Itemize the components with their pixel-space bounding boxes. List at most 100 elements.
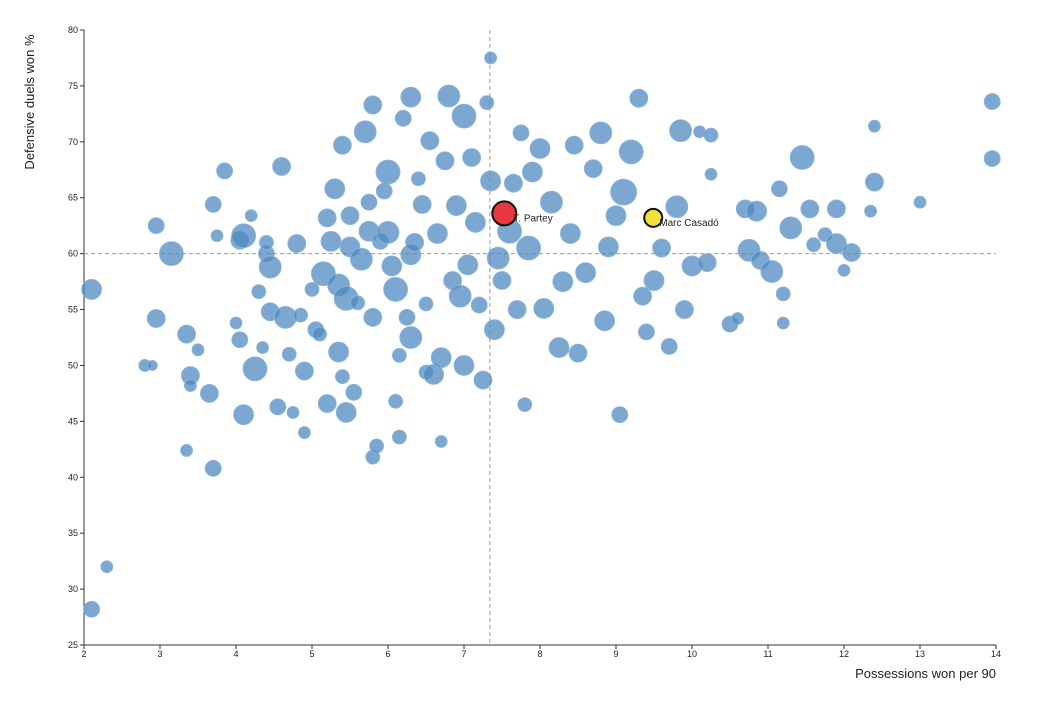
bubble: [504, 173, 523, 193]
bubble: [864, 204, 877, 218]
bubble: [180, 444, 194, 457]
bubble: [451, 103, 477, 129]
x-tick-label: 7: [461, 649, 466, 659]
y-tick-label: 60: [68, 249, 78, 259]
x-tick-label: 14: [991, 649, 1001, 659]
bubble: [273, 305, 297, 329]
x-tick-label: 6: [385, 649, 390, 659]
bubble: [324, 178, 346, 200]
bubble: [147, 217, 165, 235]
x-tick-label: 9: [613, 649, 618, 659]
bubble: [204, 196, 222, 213]
y-axis-label: Defensive duels won %: [22, 34, 37, 170]
bubble: [83, 600, 100, 618]
bubble: [633, 286, 652, 306]
bubble: [410, 171, 426, 187]
bubble: [231, 331, 249, 349]
bubble: [731, 312, 744, 325]
bubble: [376, 220, 400, 244]
bubble: [383, 277, 409, 302]
bubble: [146, 309, 166, 328]
bubble: [381, 255, 403, 277]
bubble: [760, 260, 784, 283]
bubble: [231, 223, 257, 249]
bubble: [704, 167, 718, 181]
bubble: [420, 131, 440, 151]
bubble: [334, 369, 350, 385]
bubble: [516, 235, 541, 261]
bubble: [611, 406, 629, 424]
bubble: [789, 145, 815, 170]
bubble: [256, 341, 270, 354]
bubble: [435, 151, 455, 171]
bubble: [369, 438, 385, 454]
bubble: [983, 93, 1001, 110]
bubble: [629, 88, 649, 108]
bubble: [210, 229, 224, 243]
bubble: [464, 211, 486, 233]
bubble: [643, 270, 665, 291]
bubble: [865, 172, 884, 192]
bubble: [242, 356, 268, 382]
bubble: [522, 161, 543, 183]
bubble: [448, 284, 472, 308]
bubble: [251, 284, 267, 300]
y-tick-label: 55: [68, 305, 78, 315]
bubble: [517, 397, 533, 412]
bubble: [418, 296, 434, 312]
bubble: [233, 404, 255, 426]
bubble: [610, 178, 637, 206]
bubble: [462, 148, 482, 167]
y-tick-label: 65: [68, 193, 78, 203]
x-tick-label: 11: [763, 649, 772, 659]
x-tick-label: 12: [839, 649, 849, 659]
bubble: [652, 238, 671, 258]
x-tick-label: 8: [537, 649, 542, 659]
bubble: [430, 347, 452, 369]
bubble: [320, 230, 342, 252]
bubble: [394, 109, 412, 127]
bubble: [665, 195, 689, 219]
y-tick-label: 35: [68, 528, 78, 538]
bubble: [594, 310, 615, 332]
y-tick-label: 25: [68, 640, 78, 650]
bubble: [868, 119, 881, 133]
bubble: [388, 393, 404, 409]
bubble: [589, 121, 613, 145]
bubble: [480, 170, 502, 192]
bubble: [675, 300, 694, 319]
x-tick-label: 5: [309, 649, 314, 659]
bubble: [806, 237, 821, 253]
bubble: [312, 326, 328, 342]
y-tick-label: 50: [68, 360, 78, 370]
bubble: [575, 262, 596, 284]
bubble: [340, 206, 360, 226]
highlight-label: Marc Casadó: [659, 218, 719, 229]
bubble: [533, 298, 555, 319]
bubble: [484, 51, 498, 65]
y-tick-label: 75: [68, 81, 78, 91]
bubble: [191, 343, 205, 357]
bubble: [272, 157, 292, 176]
bubble: [360, 193, 378, 211]
bubble: [199, 384, 219, 403]
highlight-label: T. Partey: [513, 213, 552, 224]
bubble: [445, 195, 467, 216]
bubble: [507, 300, 527, 319]
bubble: [400, 86, 422, 108]
y-tick-label: 70: [68, 137, 78, 147]
bubble: [660, 338, 678, 355]
bubble: [244, 209, 258, 223]
bubble: [540, 190, 563, 214]
bubble: [771, 180, 788, 198]
bubble: [363, 307, 383, 327]
bubble: [349, 247, 373, 271]
bubble: [317, 394, 337, 413]
bubble: [776, 316, 790, 330]
bubble: [363, 95, 383, 115]
bubble: [412, 195, 432, 214]
bubble: [204, 459, 222, 477]
bubble: [287, 234, 307, 253]
bubble: [391, 429, 407, 445]
bubble: [345, 383, 363, 401]
